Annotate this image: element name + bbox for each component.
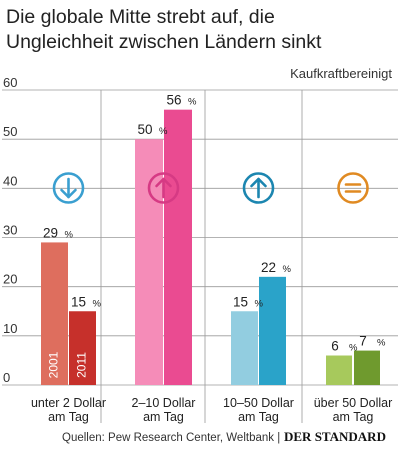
bar-value-label-2-0: 15: [233, 294, 248, 309]
bar-value-label-3-1: 7: [359, 334, 367, 349]
category-label-line-1: unter 2 Dollar: [31, 396, 106, 410]
bar-value-label-2-1: 22: [261, 260, 276, 275]
bar-percent-sign-1-1: %: [188, 97, 197, 108]
trend-down-icon: [52, 172, 85, 204]
bar-2-0: [231, 311, 258, 385]
bar-value-label-1-0: 50: [137, 122, 152, 137]
bar-0-0: [41, 242, 68, 385]
trend-equal-icon: [337, 172, 369, 204]
bar-value-label-0-1: 15: [71, 294, 86, 309]
category-label-line-2: am Tag: [238, 410, 279, 424]
bar-1-0: [135, 139, 163, 385]
bar-1-1: [164, 109, 192, 386]
footer-sources: Quellen: Pew Research Center, Weltbank |: [62, 432, 280, 444]
bar-percent-sign-0-0: %: [65, 229, 74, 240]
category-label-line-2: am Tag: [143, 410, 184, 424]
bar-percent-sign-2-1: %: [283, 264, 292, 275]
bar-year-label-2001: 2001: [47, 351, 61, 378]
y-tick-label-10: 10: [3, 321, 17, 336]
chart-title-line-2: Ungleichheit zwischen Ländern sinkt: [6, 31, 322, 53]
category-label-line-2: am Tag: [333, 410, 374, 424]
trend-icon-head: [60, 188, 77, 199]
bar-percent-sign-3-0: %: [349, 343, 358, 354]
bar-year-label-2011: 2011: [75, 352, 89, 378]
bars-layer: [41, 109, 380, 386]
trend-icon-head: [250, 177, 267, 188]
y-tick-label-60: 60: [3, 75, 17, 90]
trend-up-icon: [147, 172, 180, 204]
trend-icon-circle: [52, 172, 85, 204]
y-tick-label-30: 30: [3, 223, 17, 238]
trend-icon-circle: [147, 172, 180, 204]
bar-3-0: [326, 355, 352, 385]
category-label-line-2: am Tag: [48, 410, 89, 424]
bar-percent-sign-1-0: %: [159, 126, 168, 137]
y-tick-label-0: 0: [3, 370, 10, 385]
chart-title-line-1: Die globale Mitte strebt auf, die: [6, 6, 275, 28]
bar-value-label-3-0: 6: [331, 339, 339, 354]
bar-2-1: [259, 276, 286, 385]
trend-icon-circle: [337, 172, 369, 204]
y-tick-label-20: 20: [3, 272, 17, 287]
footer-brand-logo: DER STANDARD: [284, 429, 386, 444]
bar-percent-sign-3-1: %: [377, 338, 386, 349]
y-tick-label-50: 50: [3, 124, 17, 139]
y-tick-label-40: 40: [3, 173, 17, 188]
category-label-line-1: über 50 Dollar: [314, 396, 393, 410]
category-label-line-1: 2–10 Dollar: [132, 396, 196, 410]
bar-0-1: [69, 311, 96, 385]
bar-3-1: [354, 350, 380, 385]
trend-icon-head: [155, 177, 172, 188]
labels-layer: 0 10 20 30 40 50 60 29 % 2001 15 % 2011 unter 2 Dolla…: [3, 75, 392, 424]
bar-value-label-0-0: 29: [43, 225, 58, 240]
trend-icon-circle: [242, 172, 275, 204]
bar-percent-sign-2-0: %: [255, 298, 264, 309]
chart-subtitle: Kaufkraftbereinigt: [290, 66, 392, 81]
trend-up-icon: [242, 172, 275, 204]
bar-percent-sign-0-1: %: [93, 298, 102, 309]
bar-value-label-1-1: 56: [166, 93, 181, 108]
category-label-line-1: 10–50 Dollar: [223, 396, 294, 410]
